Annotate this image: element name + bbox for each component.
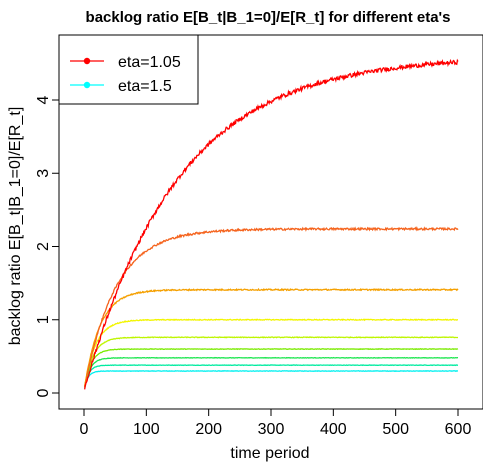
y-tick-label-0: 0 (35, 388, 52, 397)
y-tick-label-2: 2 (35, 242, 52, 251)
series-line-0 (83, 58, 459, 390)
series-line-7 (83, 364, 459, 388)
x-tick-label-3: 300 (258, 421, 285, 438)
legend-entry-0: eta=1.05 (70, 54, 181, 71)
legend-label-0: eta=1.05 (118, 54, 181, 71)
series-line-3 (83, 318, 459, 388)
x-tick-label-0: 0 (80, 421, 89, 438)
series-line-6 (83, 356, 459, 388)
x-tick-label-5: 500 (382, 421, 409, 438)
x-axis-label: time period (230, 445, 309, 462)
series-line-4 (83, 336, 459, 388)
legend-entry-1: eta=1.5 (70, 78, 172, 95)
x-axis: 0 100 200 300 400 500 600 (80, 409, 472, 438)
legend: eta=1.05 eta=1.5 (58, 34, 199, 105)
legend-label-1: eta=1.5 (118, 78, 172, 95)
series-line-1 (83, 225, 459, 388)
y-tick-label-3: 3 (35, 169, 52, 178)
legend-marker-0 (83, 57, 91, 65)
y-tick-label-1: 1 (35, 315, 52, 324)
series-line-2 (83, 287, 459, 387)
y-axis: 0 1 2 3 4 (35, 95, 59, 397)
series-line-5 (83, 347, 459, 388)
plot-area (58, 34, 483, 410)
legend-marker-1 (83, 81, 91, 89)
series-line-8 (83, 370, 459, 388)
y-axis-label: backlog ratio E[B_t|B_1=0]/E[R_t] (7, 107, 24, 346)
y-tick-label-4: 4 (35, 95, 52, 104)
chart-title: backlog ratio E[B_t|B_1=0]/E[R_t] for di… (86, 9, 451, 26)
x-tick-label-2: 200 (195, 421, 222, 438)
legend-box (58, 34, 199, 105)
series-layer (83, 58, 459, 390)
x-tick-label-4: 400 (320, 421, 347, 438)
x-tick-label-1: 100 (133, 421, 160, 438)
x-tick-label-6: 600 (445, 421, 472, 438)
